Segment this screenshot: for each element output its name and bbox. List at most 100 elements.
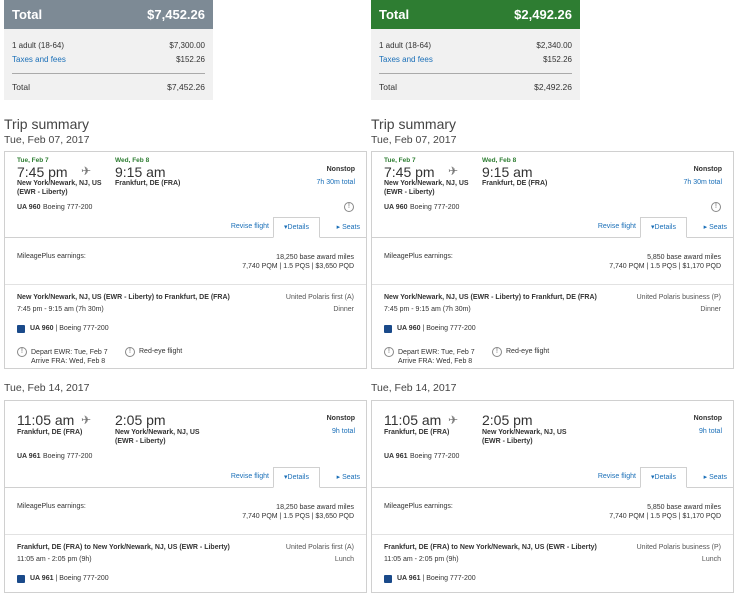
info-icon: ! [125, 347, 135, 357]
route-description: New York/Newark, NJ, US (EWR - Liberty) … [17, 294, 230, 301]
united-logo-icon [384, 575, 392, 583]
flight-number: UA 960 [17, 204, 41, 211]
meal-service: Lunch [701, 556, 721, 563]
details-panel: MileagePlus earnings: 5,850 base award m… [371, 238, 734, 369]
red-eye-note: Red-eye flight [506, 348, 550, 355]
itinerary-column: Total $2,492.26 1 adult (18-64) $2,340.0… [371, 0, 734, 593]
arrival-city: New York/Newark, NJ, US (EWR - Liberty) [115, 429, 200, 445]
operator-row: UA 961 | Boeing 777-200 [5, 575, 366, 593]
tab-details[interactable]: ▾Details [640, 217, 687, 238]
flight-number-row: UA 960 Boeing 777-200 ! [5, 200, 366, 216]
mileageplus-earnings: 18,250 base award miles 7,740 PQM | 1.5 … [242, 253, 354, 271]
total-label: Total [379, 82, 397, 92]
mileageplus-row: MileagePlus earnings: 5,850 base award m… [372, 248, 733, 276]
taxes-and-fees-link[interactable]: Taxes and fees [12, 54, 66, 64]
price-row-value: $2,340.00 [536, 40, 572, 50]
departure-date-label: Tue, Feb 7 [384, 157, 416, 164]
tab-details[interactable]: ▾Details [273, 467, 320, 488]
caret-down-icon: ▾ [651, 224, 655, 231]
tab-seats[interactable]: ▸ Seats [337, 473, 360, 481]
flight-number-row: UA 961 Boeing 777-200 [372, 449, 733, 465]
flight-times: 7:45 pm - 9:15 am (7h 30m) [384, 306, 471, 313]
arrive-note: Arrive FRA: Wed, Feb 8 [31, 358, 106, 365]
price-row-total: Total $2,492.26 [379, 80, 572, 94]
divider [372, 534, 733, 535]
route-row: Frankfurt, DE (FRA) to New York/Newark, … [5, 535, 366, 579]
caret-right-icon: ▸ [703, 474, 710, 481]
flight-number: UA 960 [384, 204, 408, 211]
qualifying-values: 7,740 PQM | 1.5 PQS | $3,650 PQD [242, 263, 354, 270]
departure-time: 7:45 pm [17, 164, 68, 180]
duration-link[interactable]: 9h total [332, 428, 355, 435]
revise-flight-link[interactable]: Revise flight [230, 223, 269, 230]
operator-aircraft: | Boeing 777-200 [420, 325, 476, 332]
meal-service: Dinner [700, 306, 721, 313]
departure-city: New York/Newark, NJ, US (EWR - Liberty) [17, 180, 102, 196]
info-icon: ! [384, 347, 394, 357]
flight-number-row: UA 960 Boeing 777-200 ! [372, 200, 733, 216]
departure-city: Frankfurt, DE (FRA) [17, 429, 83, 436]
divider [5, 534, 366, 535]
price-row-value: $7,300.00 [169, 40, 205, 50]
tab-seats[interactable]: ▸ Seats [337, 223, 360, 231]
departure-time: 7:45 pm [384, 164, 435, 180]
segment-date: Tue, Feb 14, 2017 [4, 382, 90, 394]
caret-right-icon: ▸ [336, 474, 343, 481]
price-row-adult: 1 adult (18-64) $7,300.00 [12, 38, 205, 52]
trip-summary-title: Trip summary [371, 116, 457, 132]
revise-flight-link[interactable]: Revise flight [597, 473, 636, 480]
stops-label: Nonstop [693, 166, 722, 173]
caret-right-icon: ▸ [703, 224, 710, 231]
mileageplus-earnings: 5,850 base award miles 7,740 PQM | 1.5 P… [609, 503, 721, 521]
mileageplus-label: MileagePlus earnings: [17, 503, 86, 510]
price-header-label: Total [12, 7, 43, 22]
revise-flight-link[interactable]: Revise flight [597, 223, 636, 230]
revise-flight-link[interactable]: Revise flight [230, 473, 269, 480]
duration-link[interactable]: 7h 30m total [316, 179, 355, 186]
award-miles: 18,250 base award miles [276, 254, 354, 261]
info-icon: ! [492, 347, 502, 357]
depart-note: Depart EWR: Tue, Feb 7 [398, 349, 475, 356]
price-row-label: 1 adult (18-64) [379, 40, 432, 50]
arrival-date-label: Wed, Feb 8 [482, 157, 517, 164]
caret-down-icon: ▾ [651, 474, 655, 481]
details-tab-label: Details [654, 474, 676, 481]
red-eye-note: Red-eye flight [139, 348, 183, 355]
united-logo-icon [384, 325, 392, 333]
cabin-class: United Polaris first (A) [285, 294, 354, 301]
flight-number-row: UA 961 Boeing 777-200 [5, 449, 366, 465]
info-icon[interactable]: ! [711, 202, 721, 212]
operator-text: UA 960 | Boeing 777-200 [397, 325, 476, 332]
segment-date: Tue, Feb 07, 2017 [371, 134, 457, 146]
arrival-time: 2:05 pm [115, 412, 166, 428]
info-icon[interactable]: ! [344, 202, 354, 212]
caret-down-icon: ▾ [284, 474, 288, 481]
arrive-note: Arrive FRA: Wed, Feb 8 [398, 358, 473, 365]
mileageplus-label: MileagePlus earnings: [384, 253, 453, 260]
operator-row: UA 960 | Boeing 777-200 [5, 325, 366, 343]
flight-number: UA 961 [17, 453, 41, 460]
route-row: New York/Newark, NJ, US (EWR - Liberty) … [5, 285, 366, 329]
divider [5, 284, 366, 285]
depart-note: Depart EWR: Tue, Feb 7 [31, 349, 108, 356]
flight-card: Tue, Feb 7 Wed, Feb 8 7:45 pm ✈ 9:15 am … [4, 151, 367, 238]
price-row-value: $152.26 [176, 54, 205, 64]
duration-link[interactable]: 9h total [699, 428, 722, 435]
price-header-label: Total [379, 7, 410, 22]
tab-seats[interactable]: ▸ Seats [704, 473, 727, 481]
departure-time: 11:05 am [384, 412, 442, 428]
tab-details[interactable]: ▾Details [640, 467, 687, 488]
details-panel: MileagePlus earnings: 18,250 base award … [4, 488, 367, 593]
duration-link[interactable]: 7h 30m total [683, 179, 722, 186]
price-row-total: Total $7,452.26 [12, 80, 205, 94]
tab-seats[interactable]: ▸ Seats [704, 223, 727, 231]
route-row: Frankfurt, DE (FRA) to New York/Newark, … [372, 535, 733, 579]
mileageplus-label: MileagePlus earnings: [17, 253, 86, 260]
aircraft-type: Boeing 777-200 [410, 453, 460, 460]
date-change-note: Depart EWR: Tue, Feb 7 Arrive FRA: Wed, … [398, 348, 475, 366]
taxes-and-fees-link[interactable]: Taxes and fees [379, 54, 433, 64]
info-icon: ! [17, 347, 27, 357]
departure-city: New York/Newark, NJ, US (EWR - Liberty) [384, 180, 469, 196]
tab-details[interactable]: ▾Details [273, 217, 320, 238]
award-miles: 18,250 base award miles [276, 504, 354, 511]
